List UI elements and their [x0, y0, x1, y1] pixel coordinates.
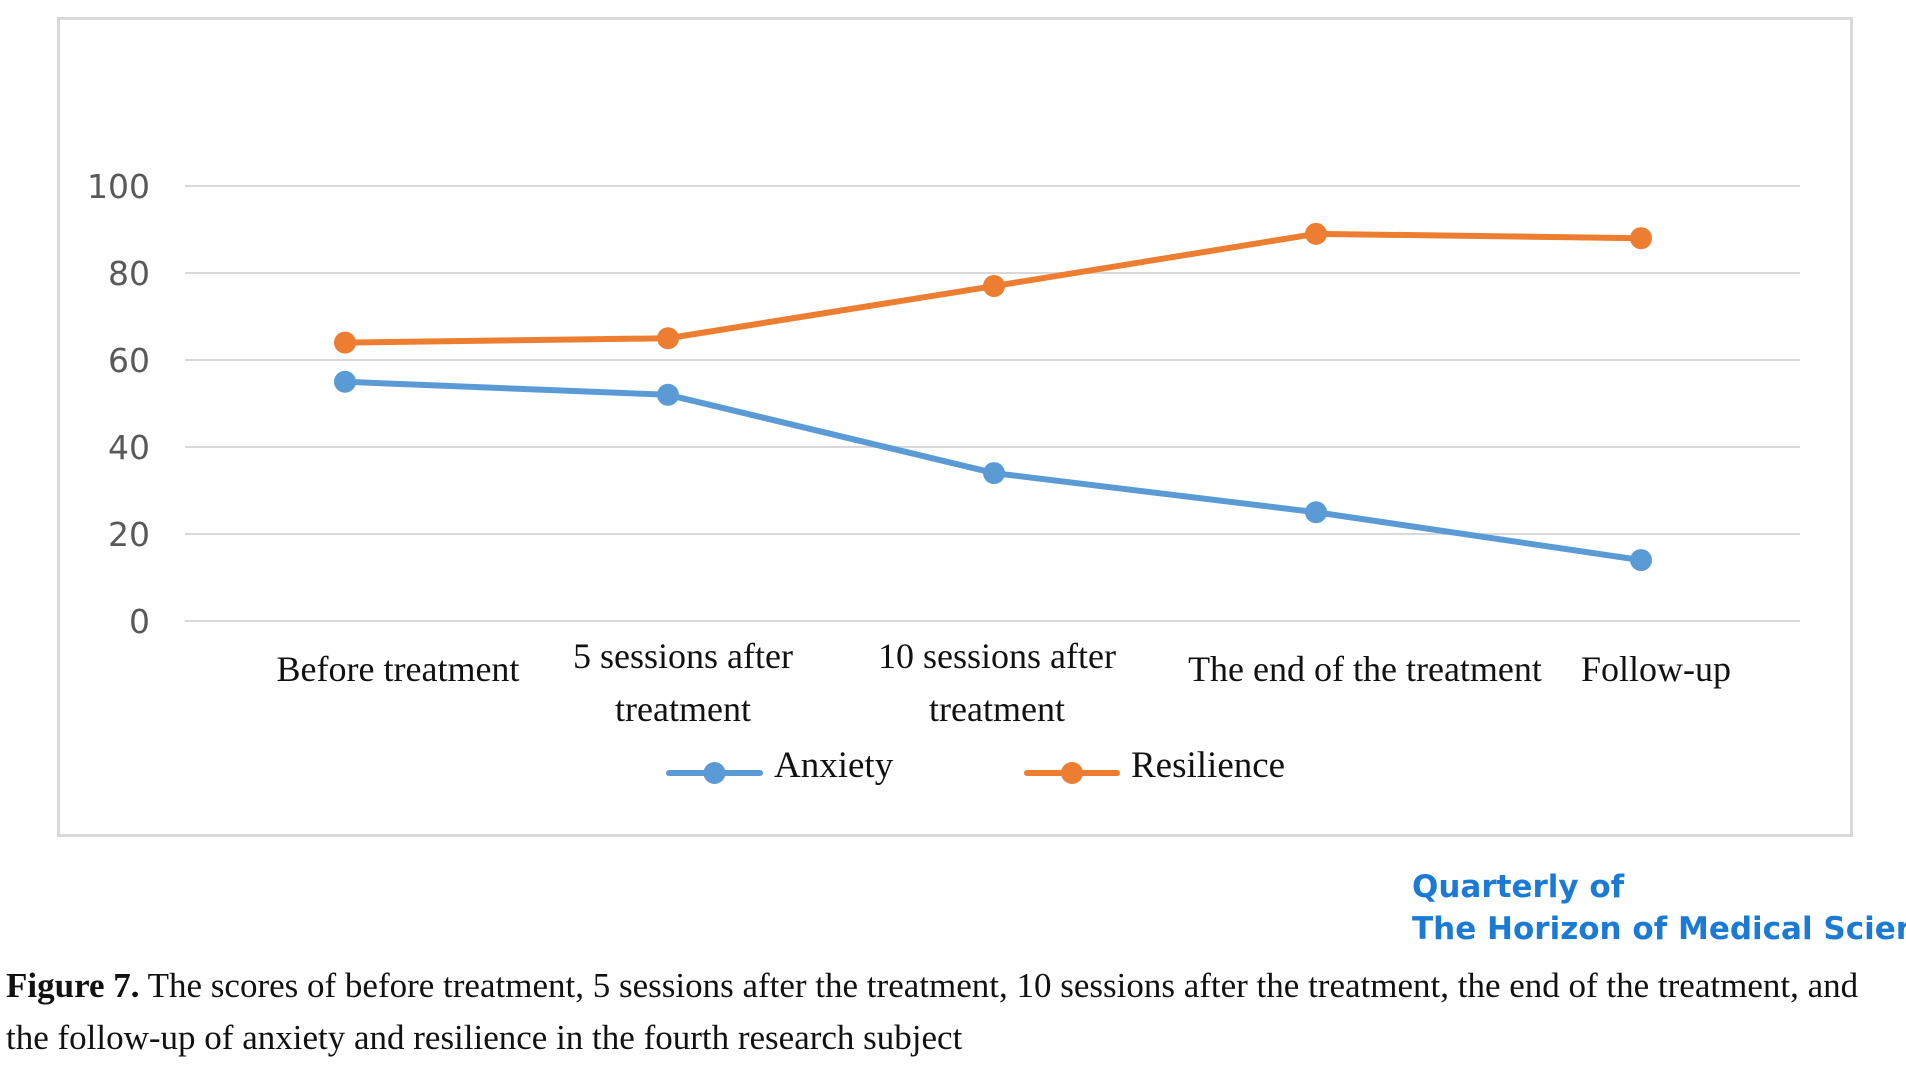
data-point-anxiety: [1630, 549, 1652, 572]
data-point-anxiety: [983, 462, 1005, 485]
legend-label-resilience: Resilience: [1131, 745, 1285, 786]
data-point-resilience: [1305, 222, 1327, 245]
y-tick-label: 0: [129, 602, 150, 641]
y-tick-label: 100: [87, 167, 150, 206]
x-tick-label: Follow-up: [1581, 649, 1731, 689]
x-tick-label: treatment: [615, 689, 751, 729]
data-point-anxiety: [334, 370, 356, 393]
grid-lines: [185, 185, 1800, 622]
x-tick-label: 10 sessions after: [878, 636, 1116, 676]
x-tick-label: Before treatment: [277, 649, 520, 689]
y-tick-label: 80: [108, 254, 150, 293]
data-point-resilience: [1630, 227, 1652, 250]
journal-line-1: Quarterly of: [1412, 869, 1625, 905]
y-tick-label: 40: [108, 428, 150, 467]
data-point-resilience: [983, 275, 1005, 298]
journal-logo: Quarterly of The Horizon of Medical Scie…: [1412, 866, 1906, 950]
line-chart: 0 20 40 60 80 100 Before treatment 5 sessions …: [87, 167, 1800, 786]
data-point-anxiety: [657, 383, 679, 406]
x-tick-label: The end of the treatment: [1188, 649, 1542, 689]
caption-text: The scores of before treatment, 5 sessio…: [6, 966, 1859, 1057]
x-tick-labels: Before treatment 5 sessions after treatmen…: [277, 636, 1731, 729]
x-tick-label: 5 sessions after: [573, 636, 793, 676]
data-point-resilience: [334, 331, 356, 354]
legend-marker-anxiety: [703, 762, 726, 784]
y-tick-label: 20: [108, 515, 150, 554]
data-point-resilience: [657, 327, 679, 350]
chart-frame: [57, 17, 1853, 837]
data-point-anxiety: [1305, 501, 1327, 524]
figure-label: Figure 7.: [6, 966, 140, 1005]
journal-line-2: The Horizon of Medical Sciences: [1412, 911, 1906, 947]
y-tick-labels: 0 20 40 60 80 100: [87, 167, 150, 641]
legend-marker-resilience: [1061, 762, 1083, 784]
figure-caption: Figure 7. The scores of before treatment…: [6, 960, 1900, 1064]
x-tick-label: treatment: [929, 689, 1065, 729]
series-layer: [334, 222, 1652, 572]
legend-label-anxiety: Anxiety: [774, 745, 894, 786]
legend: Anxiety Resilience: [666, 745, 1285, 786]
y-tick-label: 60: [108, 341, 150, 380]
